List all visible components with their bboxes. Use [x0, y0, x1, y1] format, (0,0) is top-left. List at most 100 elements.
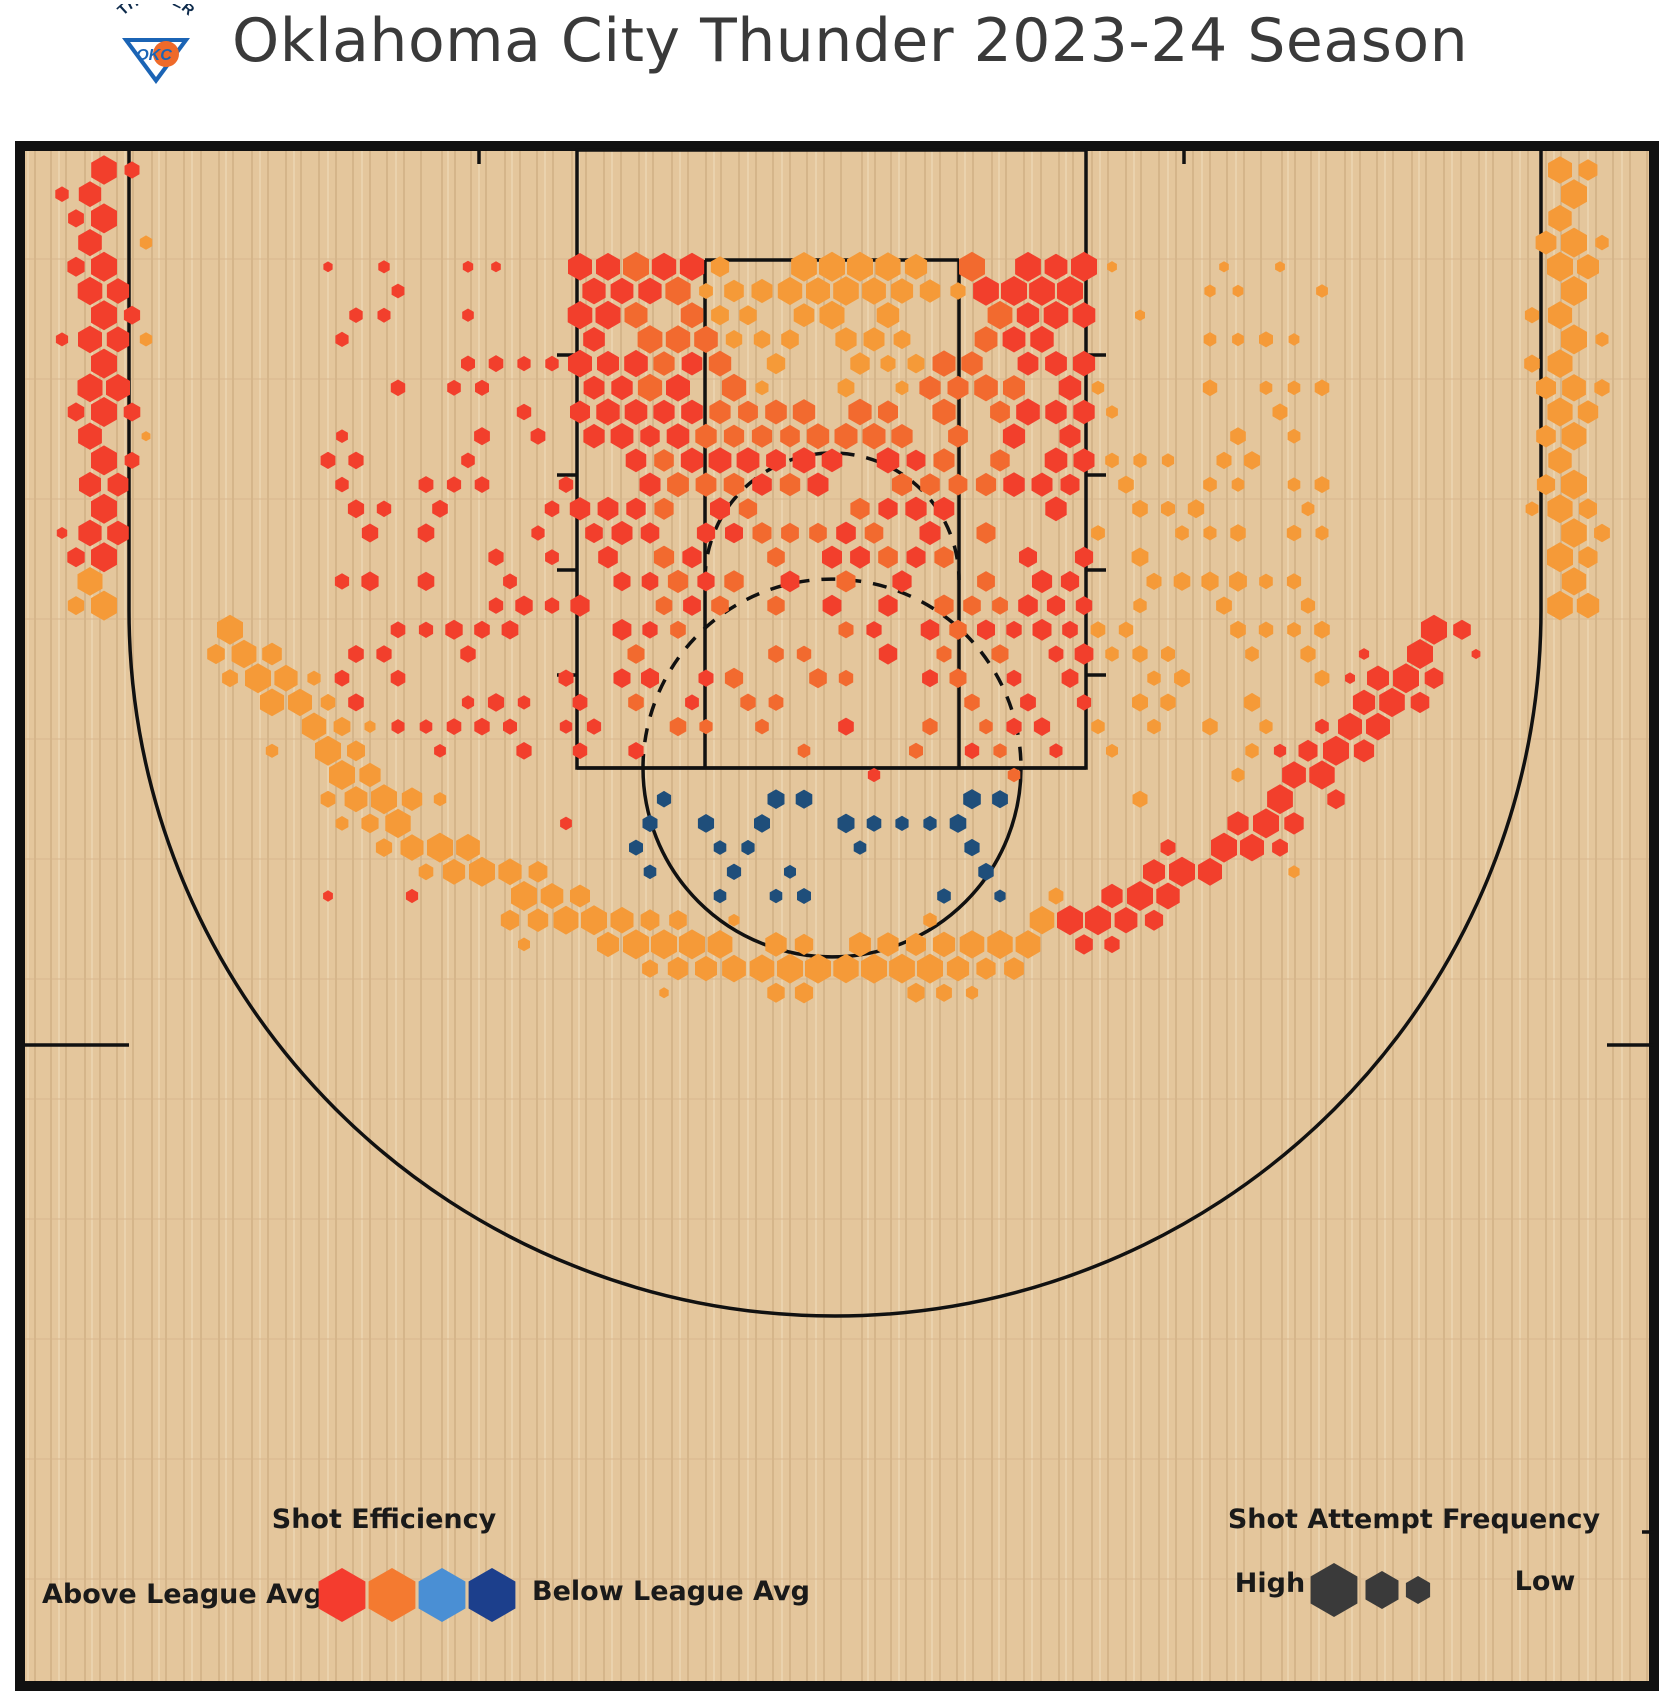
shot-hexbin — [78, 422, 102, 450]
shot-hexbin — [1577, 254, 1599, 280]
shot-hexbin — [963, 789, 981, 810]
shot-hexbin — [1410, 691, 1430, 714]
shot-hexbin — [401, 787, 423, 811]
shot-hexbin — [707, 930, 733, 959]
shot-hexbin — [1259, 331, 1273, 348]
shot-hexbin — [1203, 476, 1217, 493]
shot-hexbin — [642, 959, 658, 978]
shot-hexbin — [1536, 474, 1556, 496]
shot-hexbin — [348, 645, 364, 663]
shot-hexbin — [91, 348, 117, 379]
shot-hexbin — [710, 256, 730, 278]
shot-hexbin — [976, 957, 996, 980]
shot-hexbin — [847, 251, 873, 282]
shot-hexbin — [726, 863, 742, 880]
shot-hexbin — [553, 905, 579, 935]
shot-hexbin — [595, 300, 621, 330]
shot-hexbin — [461, 695, 475, 710]
shot-hexbin — [1133, 452, 1147, 468]
shot-hexbin — [91, 542, 117, 573]
shot-hexbin — [769, 888, 783, 904]
shot-hexbin — [1127, 881, 1153, 911]
shot-hexbin — [1211, 832, 1237, 863]
shot-hexbin — [456, 833, 480, 862]
shot-hexbin — [335, 816, 349, 831]
shot-hexbin — [642, 621, 658, 639]
shot-hexbin — [739, 305, 757, 326]
shot-hexbin — [265, 743, 279, 758]
shot-hexbin — [545, 355, 559, 372]
shot-hexbin — [736, 447, 760, 474]
shot-hexbin — [517, 356, 531, 372]
shot-hexbin — [992, 596, 1008, 615]
shot-hexbin — [1118, 621, 1134, 639]
shot-hexbin — [679, 929, 705, 960]
shot-hexbin — [697, 814, 715, 833]
shot-hexbin — [624, 301, 648, 329]
shot-hexbin — [754, 814, 770, 833]
shot-hexbin — [766, 353, 786, 375]
shot-hexbin — [1105, 646, 1119, 662]
shot-hexbin — [516, 742, 532, 760]
shot-hexbin — [1315, 525, 1329, 541]
shot-hexbin — [1031, 569, 1053, 594]
shot-hexbin — [974, 326, 998, 353]
legend-frequency-swatch — [1310, 1563, 1358, 1617]
shot-hexbin — [323, 261, 333, 273]
shot-hexbin — [907, 353, 925, 374]
shot-hexbin — [1202, 379, 1218, 397]
shot-hexbin — [1133, 597, 1147, 614]
shot-hexbin — [920, 619, 940, 641]
shot-hexbin — [1073, 448, 1095, 473]
shot-hexbin — [639, 472, 661, 497]
shot-hexbin — [474, 427, 490, 446]
shot-hexbin — [977, 619, 995, 641]
shot-hexbin — [637, 373, 663, 402]
shot-hexbin — [139, 235, 153, 250]
shot-hexbin — [1245, 646, 1259, 662]
shot-hexbin — [613, 571, 631, 592]
shot-hexbin — [890, 278, 914, 304]
shot-hexbin — [1561, 518, 1587, 548]
shot-hexbin — [819, 300, 845, 330]
shot-hexbin — [78, 325, 102, 354]
shot-hexbin — [728, 913, 740, 927]
shot-hexbin — [654, 449, 674, 472]
shot-hexbin — [755, 718, 769, 735]
shot-hexbin — [1060, 570, 1080, 592]
shot-hexbin — [891, 424, 913, 449]
shot-hexbin — [568, 349, 592, 378]
shot-hexbin — [923, 912, 937, 928]
shot-hexbin — [1219, 261, 1229, 273]
shot-hexbin — [474, 620, 490, 639]
shot-hexbin — [751, 424, 773, 448]
shot-hexbin — [838, 621, 854, 639]
shot-hexbin — [78, 229, 102, 257]
shot-hexbin — [1161, 500, 1175, 517]
shot-hexbin — [1106, 743, 1118, 758]
shot-hexbin — [667, 569, 689, 594]
shot-hexbin — [1258, 621, 1274, 639]
shot-hexbin — [655, 596, 673, 616]
shot-hexbin — [932, 350, 956, 377]
shot-hexbin — [222, 669, 238, 688]
shot-hexbin — [876, 447, 900, 474]
shot-hexbin — [597, 350, 619, 377]
free-throw-circle-front — [641, 767, 1023, 959]
shot-hexbin — [570, 400, 590, 424]
shot-hexbin — [667, 956, 689, 981]
shot-hexbin — [891, 472, 913, 497]
shot-hexbin — [964, 838, 980, 857]
shot-hexbin — [1245, 743, 1259, 759]
shot-hexbin — [863, 327, 885, 352]
shot-hexbin — [666, 374, 690, 402]
shot-hexbin — [767, 789, 785, 809]
shot-hexbin — [91, 300, 117, 331]
shot-hexbin — [1407, 639, 1433, 669]
shot-hexbin — [405, 888, 419, 904]
legend-efficiency-swatch — [368, 1568, 416, 1622]
shot-hexbin — [1045, 399, 1067, 425]
shot-hexbin — [781, 329, 799, 350]
shot-hexbin — [1548, 204, 1572, 232]
shot-hexbin — [919, 520, 941, 546]
